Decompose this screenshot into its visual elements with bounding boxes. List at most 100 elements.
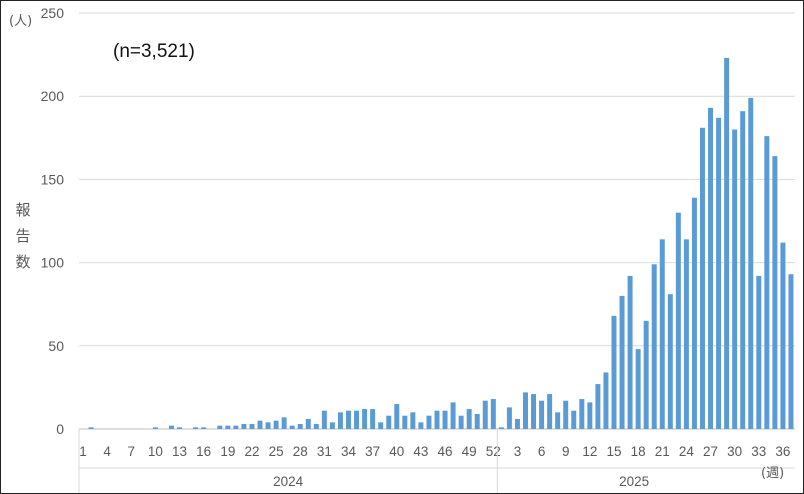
bar [233, 425, 239, 429]
bar [699, 127, 705, 429]
x-tick-label: 36 [775, 444, 790, 459]
y-tick-label: 0 [56, 421, 64, 437]
bar [603, 372, 609, 429]
bar [362, 409, 368, 429]
x-tick-label: 16 [196, 444, 211, 459]
y-tick-label: 150 [41, 171, 65, 187]
x-tick-label: 22 [244, 444, 259, 459]
x-axis-unit-label: (週) [761, 466, 785, 481]
bar [667, 294, 673, 429]
x-tick-label: 1 [79, 444, 87, 459]
bar [555, 412, 561, 429]
bar [289, 425, 295, 429]
bar [643, 320, 649, 429]
x-tick-label: 18 [631, 444, 646, 459]
bar [225, 425, 231, 429]
bar [346, 410, 351, 429]
year-label: 2025 [619, 474, 649, 489]
bar [313, 424, 319, 429]
bar [434, 410, 440, 429]
bar [571, 410, 577, 429]
y-axis-title: 報告数 [15, 201, 31, 271]
x-tick-label: 4 [103, 444, 111, 459]
sample-size-annotation: (n=3,521) [113, 41, 195, 62]
bar [740, 111, 746, 430]
x-tick-label: 24 [679, 444, 695, 459]
bar [587, 402, 593, 429]
bar [675, 212, 681, 429]
x-tick-label: 46 [438, 444, 453, 459]
bar [177, 427, 183, 429]
bar [305, 419, 311, 429]
bar [716, 117, 722, 429]
bar [732, 129, 738, 430]
bar [402, 415, 408, 429]
x-tick-label: 33 [751, 444, 766, 459]
bar [506, 407, 512, 429]
bar [595, 384, 601, 429]
x-tick-label: 13 [172, 444, 187, 459]
x-tick-label: 15 [606, 444, 621, 459]
y-axis-unit-label: (人) [9, 14, 33, 29]
x-tick-label: 19 [220, 444, 235, 459]
bar [788, 274, 794, 429]
x-tick-label: 21 [655, 444, 670, 459]
bar [531, 394, 537, 429]
bar [627, 275, 633, 429]
bar [563, 400, 569, 429]
x-tick-label: 10 [148, 444, 163, 459]
x-tick-label: 27 [703, 444, 718, 459]
bar [691, 197, 697, 429]
bar [410, 412, 416, 429]
bar [539, 400, 545, 429]
bar [619, 295, 625, 429]
bar [354, 410, 360, 429]
bar [466, 409, 472, 429]
bar [418, 422, 424, 429]
bar [450, 402, 456, 429]
bar [635, 349, 641, 429]
bar [756, 275, 762, 429]
bar [169, 425, 175, 429]
bar [88, 427, 94, 429]
bar [708, 107, 714, 430]
x-tick-label: 7 [128, 444, 136, 459]
bar [683, 239, 689, 429]
bar [442, 410, 448, 429]
x-tick-label: 30 [727, 444, 742, 459]
y-tick-label: 50 [48, 338, 64, 354]
x-tick-label: 52 [486, 444, 501, 459]
bar [772, 156, 778, 429]
bar [273, 420, 279, 429]
x-tick-label: 12 [582, 444, 597, 459]
y-tick-label: 100 [41, 255, 65, 271]
bar [547, 394, 553, 429]
bar [378, 422, 384, 429]
bar [611, 315, 617, 429]
bar [201, 427, 207, 429]
x-tick-label: 28 [293, 444, 308, 459]
bar [152, 427, 158, 429]
x-tick-label: 49 [462, 444, 477, 459]
bar [474, 414, 480, 429]
bar [514, 419, 520, 429]
bar [724, 57, 730, 429]
x-tick-label: 25 [269, 444, 284, 459]
bar [321, 410, 327, 429]
x-tick-label: 43 [413, 444, 428, 459]
bar [386, 415, 392, 429]
bar [241, 424, 247, 429]
bar [458, 415, 464, 429]
bar [579, 399, 585, 429]
bar [764, 136, 770, 430]
bar [394, 404, 400, 429]
bar [426, 415, 432, 429]
bar [659, 239, 665, 429]
bar [523, 392, 528, 429]
x-tick-label: 9 [562, 444, 570, 459]
bar [297, 424, 303, 429]
bar [780, 242, 786, 429]
y-tick-label: 200 [41, 88, 65, 104]
